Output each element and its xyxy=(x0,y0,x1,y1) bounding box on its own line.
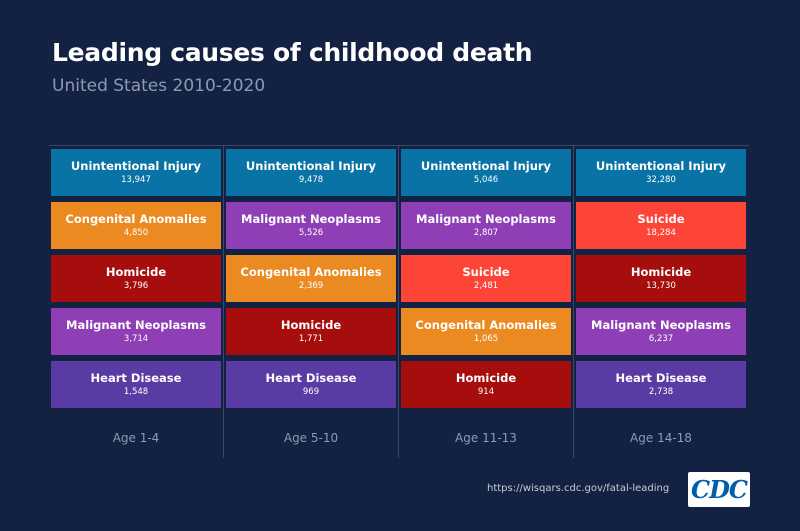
death-count: 32,280 xyxy=(646,175,676,185)
age-column: Unintentional Injury 9,478 Malignant Neopl… xyxy=(224,146,398,458)
cause-cell: Heart Disease 1,548 xyxy=(51,361,221,408)
cause-cell: Malignant Neoplasms 5,526 xyxy=(226,202,396,249)
cause-cell: Congenital Anomalies 2,369 xyxy=(226,255,396,302)
cause-label: Unintentional Injury xyxy=(595,159,727,173)
cause-label: Unintentional Injury xyxy=(245,159,377,173)
death-count: 1,548 xyxy=(123,387,149,397)
death-count: 13,730 xyxy=(646,281,676,291)
cause-cell: Suicide 2,481 xyxy=(401,255,571,302)
cause-label: Suicide xyxy=(637,212,685,226)
cause-cell: Unintentional Injury 32,280 xyxy=(576,149,746,196)
age-column: Unintentional Injury 13,947 Congenital Ano… xyxy=(49,146,223,458)
cause-cell: Malignant Neoplasms 2,807 xyxy=(401,202,571,249)
death-count: 6,237 xyxy=(648,334,674,344)
source-link[interactable]: https://wisqars.cdc.gov/fatal-leading xyxy=(487,483,670,494)
death-count: 9,478 xyxy=(298,175,324,185)
cause-cell: Homicide 1,771 xyxy=(226,308,396,355)
column-divider xyxy=(398,146,399,458)
cause-cell: Homicide 13,730 xyxy=(576,255,746,302)
causes-grid: Unintentional Injury 13,947 Congenital Ano… xyxy=(49,145,749,458)
cause-label: Congenital Anomalies xyxy=(240,265,382,279)
age-group-label: Age 1-4 xyxy=(112,431,160,445)
death-count: 5,526 xyxy=(298,228,324,238)
cause-cell: Heart Disease 969 xyxy=(226,361,396,408)
cause-cell: Congenital Anomalies 1,065 xyxy=(401,308,571,355)
death-count: 18,284 xyxy=(646,228,676,238)
death-count: 2,807 xyxy=(473,228,499,238)
cause-label: Heart Disease xyxy=(265,371,357,385)
age-column: Unintentional Injury 32,280 Suicide 18,284 H… xyxy=(574,146,748,458)
cause-label: Congenital Anomalies xyxy=(65,212,207,226)
cause-cell: Homicide 914 xyxy=(401,361,571,408)
column-divider xyxy=(223,146,224,458)
death-count: 1,065 xyxy=(473,334,499,344)
age-group-label: Age 14-18 xyxy=(630,431,692,445)
cause-cell: Homicide 3,796 xyxy=(51,255,221,302)
death-count: 13,947 xyxy=(121,175,151,185)
column-divider xyxy=(573,146,574,458)
age-group-label: Age 11-13 xyxy=(455,431,517,445)
cause-label: Unintentional Injury xyxy=(70,159,202,173)
cause-label: Homicide xyxy=(455,371,517,385)
cause-label: Malignant Neoplasms xyxy=(241,212,381,226)
cause-label: Malignant Neoplasms xyxy=(66,318,206,332)
cause-label: Heart Disease xyxy=(615,371,707,385)
cause-cell: Suicide 18,284 xyxy=(576,202,746,249)
cause-label: Congenital Anomalies xyxy=(415,318,557,332)
page-subtitle: United States 2010-2020 xyxy=(52,76,266,96)
cause-cell: Unintentional Injury 5,046 xyxy=(401,149,571,196)
cdc-logo-text: CDC xyxy=(690,475,748,504)
page-title: Leading causes of childhood death xyxy=(52,38,533,67)
cause-cell: Malignant Neoplasms 6,237 xyxy=(576,308,746,355)
cause-label: Suicide xyxy=(462,265,510,279)
cause-label: Malignant Neoplasms xyxy=(416,212,556,226)
death-count: 2,481 xyxy=(473,281,499,291)
cause-cell: Congenital Anomalies 4,850 xyxy=(51,202,221,249)
cause-label: Unintentional Injury xyxy=(420,159,552,173)
cause-label: Homicide xyxy=(280,318,342,332)
cause-cell: Unintentional Injury 13,947 xyxy=(51,149,221,196)
cause-label: Homicide xyxy=(105,265,167,279)
cause-label: Heart Disease xyxy=(90,371,182,385)
cause-cell: Heart Disease 2,738 xyxy=(576,361,746,408)
death-count: 2,738 xyxy=(648,387,674,397)
death-count: 1,771 xyxy=(298,334,324,344)
age-column: Unintentional Injury 5,046 Malignant Neopl… xyxy=(399,146,573,458)
cause-cell: Malignant Neoplasms 3,714 xyxy=(51,308,221,355)
cause-cell: Unintentional Injury 9,478 xyxy=(226,149,396,196)
death-count: 914 xyxy=(477,387,495,397)
death-count: 2,369 xyxy=(298,281,324,291)
death-count: 4,850 xyxy=(123,228,149,238)
death-count: 3,796 xyxy=(123,281,149,291)
age-group-label: Age 5-10 xyxy=(283,431,339,445)
cause-label: Malignant Neoplasms xyxy=(591,318,731,332)
cause-label: Homicide xyxy=(630,265,692,279)
death-count: 3,714 xyxy=(123,334,149,344)
death-count: 5,046 xyxy=(473,175,499,185)
cdc-logo: CDC xyxy=(688,472,750,507)
death-count: 969 xyxy=(302,387,320,397)
